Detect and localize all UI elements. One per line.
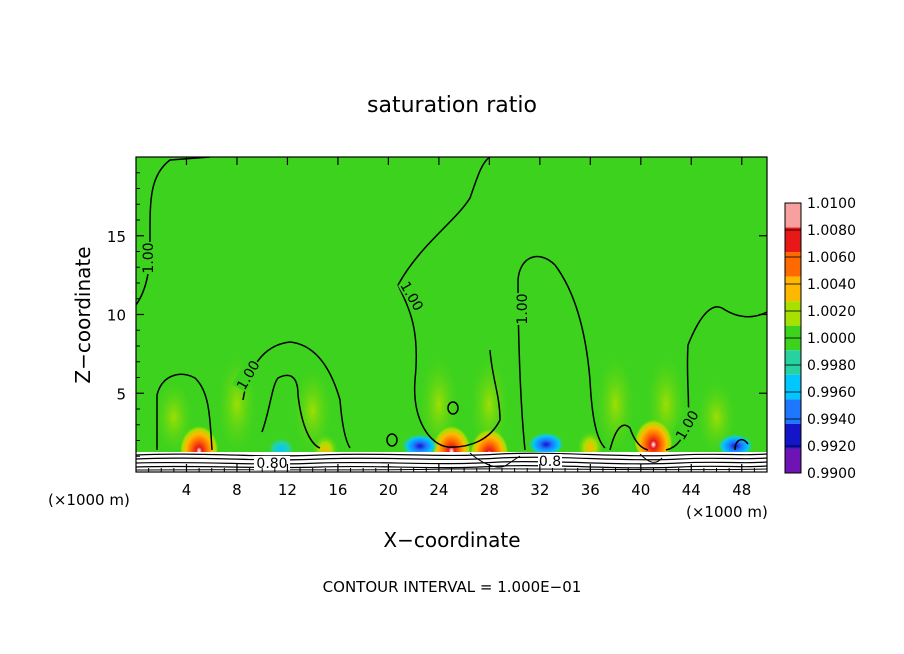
chart-title: saturation ratio [367, 93, 537, 118]
x-tick-label: 44 [682, 481, 701, 499]
contour-label: 1.00 [515, 293, 531, 324]
contour-interval-footer: CONTOUR INTERVAL = 1.000E−01 [323, 578, 582, 596]
plot-area: 1.00 1.00 1.00 1.00 1.00 0.80 0.8 [136, 157, 767, 472]
plume [290, 352, 335, 451]
y-axis: 5 10 15 [107, 172, 767, 457]
colorbar-label: 1.0040 [807, 277, 856, 293]
colorbar-label: 0.9980 [807, 358, 856, 374]
y-tick-label: 15 [107, 228, 126, 246]
colorbar-swatch [785, 203, 801, 228]
y-tick-label: 10 [107, 307, 126, 325]
y-axis-label: Z−coordinate [71, 246, 95, 383]
x-tick-label: 8 [232, 481, 242, 499]
coldspot [528, 430, 565, 455]
colorbar-label: 1.0080 [807, 223, 856, 239]
x-tick-label: 40 [631, 481, 650, 499]
colorbar-swatch [785, 399, 801, 424]
colorbar-swatch [785, 374, 801, 400]
hotspot [633, 408, 674, 461]
colorbar-swatch [785, 276, 801, 302]
x-unit-right: (×1000 m) [686, 503, 768, 521]
x-tick-label: 12 [278, 481, 297, 499]
colorbar-swatch [785, 350, 801, 375]
x-axis: 4 8 12 16 20 24 28 32 36 40 44 48 [148, 157, 755, 499]
x-tick-label: 24 [429, 481, 448, 499]
x-tick-label: 48 [732, 481, 751, 499]
colorbar-label: 0.9920 [807, 439, 856, 455]
colorbar-label: 0.9960 [807, 385, 856, 401]
plume [467, 337, 512, 450]
colorbar-label: 1.0020 [807, 304, 856, 320]
x-unit-left: (×1000 m) [48, 491, 130, 509]
colorbar-label: 0.9900 [807, 466, 856, 482]
colorbar-swatch [785, 301, 801, 326]
contour-label: 0.8 [539, 454, 561, 470]
x-tick-label: 20 [379, 481, 398, 499]
x-tick-label: 36 [581, 481, 600, 499]
x-tick-label: 4 [182, 481, 192, 499]
x-axis-label: X−coordinate [383, 528, 520, 552]
colorbar-label: 0.9940 [807, 412, 856, 428]
plume [214, 337, 259, 450]
plume [694, 367, 739, 451]
colorbar-swatch [785, 252, 801, 277]
colorbar-swatch [785, 227, 801, 253]
colorbar-label: 1.0100 [807, 196, 856, 212]
colorbar-label: 1.0000 [807, 331, 856, 347]
plume [593, 337, 638, 450]
contour-label: 0.80 [256, 456, 287, 472]
colorbar-swatch [785, 448, 801, 473]
x-tick-label: 16 [328, 481, 347, 499]
y-tick-label: 5 [116, 385, 126, 403]
colorbar: 1.0100 1.0080 1.0060 1.0040 1.0020 1.0000 0.99… [784, 196, 856, 482]
coldspot [401, 431, 438, 456]
contour-label: 1.00 [141, 242, 157, 273]
colorbar-label: 1.0060 [807, 250, 856, 266]
x-tick-label: 32 [530, 481, 549, 499]
x-tick-label: 28 [480, 481, 499, 499]
colorbar-swatch [785, 423, 801, 449]
